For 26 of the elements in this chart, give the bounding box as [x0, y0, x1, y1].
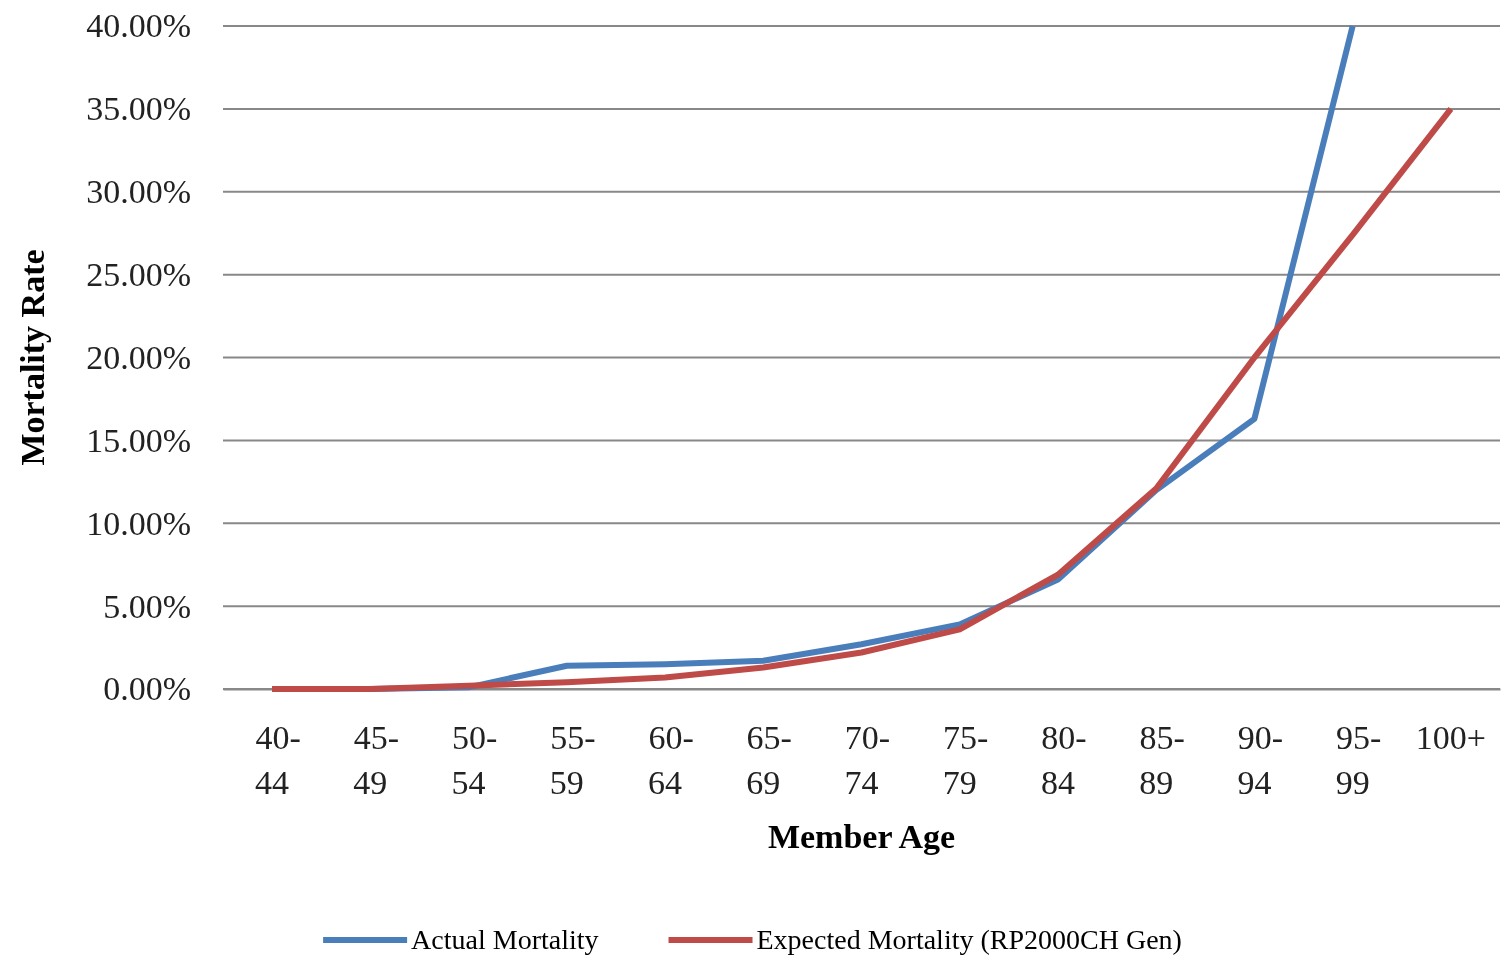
legend-label: Actual Mortality [411, 924, 599, 955]
x-tick-label: 55-59 [549, 719, 596, 801]
x-tick-label: 65-69 [746, 719, 792, 801]
y-tick-label: 15.00% [86, 421, 191, 459]
y-tick-label: 5.00% [103, 587, 191, 625]
legend-label: Expected Mortality (RP2000CH Gen) [756, 924, 1182, 955]
x-tick-label: 100+ [1415, 719, 1486, 756]
x-tick-label: 60-64 [648, 719, 694, 801]
y-tick-label: 20.00% [86, 338, 191, 376]
y-tick-label: 0.00% [103, 670, 191, 708]
x-tick-label: 95-99 [1335, 719, 1382, 801]
y-tick-label: 30.00% [86, 173, 191, 211]
x-tick-label: 75-79 [942, 719, 989, 801]
x-tick-label: 40-44 [255, 719, 301, 801]
y-tick-label: 35.00% [86, 90, 191, 128]
x-tick-label: 90-94 [1237, 719, 1284, 801]
x-tick-label: 80-84 [1040, 719, 1087, 801]
x-tick-label: 70-74 [844, 719, 891, 801]
y-tick-label: 10.00% [86, 504, 191, 542]
y-tick-label: 25.00% [86, 256, 191, 294]
x-tick-label: 45-49 [353, 719, 400, 801]
x-tick-label: 85-89 [1139, 719, 1185, 801]
x-tick-label: 50-54 [451, 719, 498, 801]
y-tick-label: 40.00% [86, 7, 191, 45]
x-axis-title: Member Age [767, 818, 956, 855]
y-axis-title: Mortality Rate [14, 249, 51, 466]
